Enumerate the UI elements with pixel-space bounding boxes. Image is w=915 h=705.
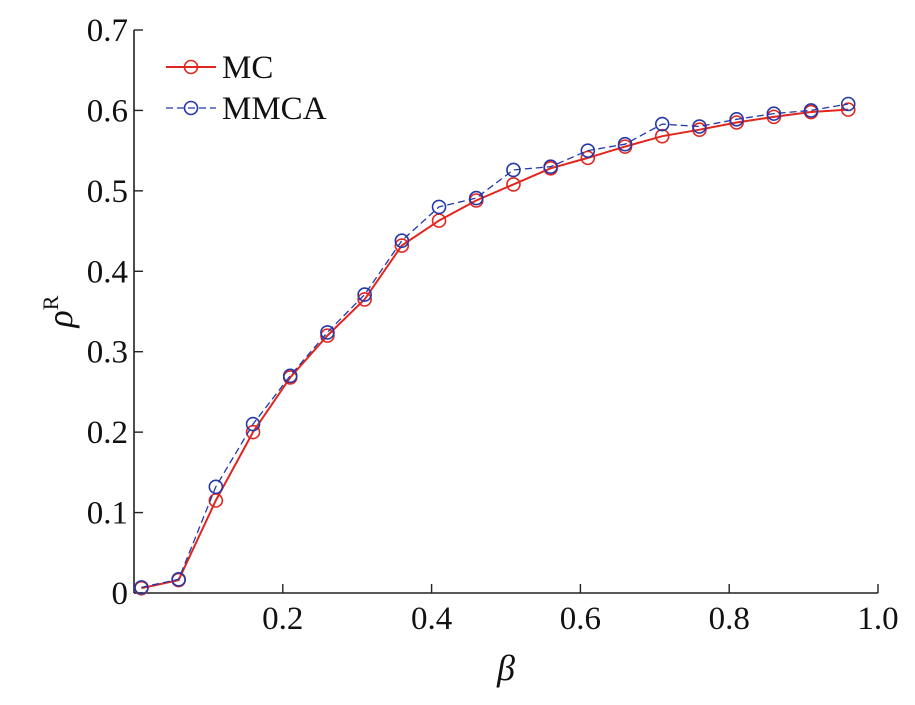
data-point xyxy=(729,111,744,127)
y-tick-label: 0.6 xyxy=(87,93,128,129)
data-point xyxy=(208,479,224,495)
y-axis-label: ρR xyxy=(38,295,80,328)
y-tick-label: 0 xyxy=(112,576,129,612)
data-point xyxy=(840,96,856,112)
data-point xyxy=(617,136,633,152)
data-point xyxy=(245,424,261,440)
series-line xyxy=(141,108,849,590)
data-point xyxy=(134,580,149,595)
legend-marker xyxy=(183,59,199,75)
x-tick-label: 0.4 xyxy=(411,601,452,637)
data-point xyxy=(580,150,596,166)
data-point xyxy=(394,233,410,249)
data-point xyxy=(766,106,782,121)
data-point xyxy=(803,103,819,118)
data-point xyxy=(357,292,372,307)
series-mmca xyxy=(134,96,856,595)
axis-labels: β ρR xyxy=(38,295,515,688)
data-point xyxy=(171,572,186,587)
legend-label: MC xyxy=(222,50,273,86)
data-point xyxy=(282,368,298,384)
data-point xyxy=(394,238,410,253)
data-point xyxy=(468,190,484,206)
data-point xyxy=(543,159,558,175)
y-tick-label: 0.3 xyxy=(87,335,128,371)
data-point xyxy=(320,325,335,340)
data-point xyxy=(692,119,707,134)
legend-label: MMCA xyxy=(222,91,327,127)
y-tick-label: 0.1 xyxy=(87,496,128,532)
x-tick-label: 0.2 xyxy=(262,601,303,637)
series-mc xyxy=(134,102,856,596)
legend: MC MMCA xyxy=(166,50,327,127)
data-point xyxy=(357,287,372,302)
legend-marker xyxy=(183,100,199,116)
y-tick-label: 0.4 xyxy=(87,254,128,290)
data-point xyxy=(245,416,261,432)
data-point xyxy=(431,199,447,215)
x-tick-label: 1.0 xyxy=(857,601,898,637)
x-tick-label: 0.8 xyxy=(709,601,750,637)
axes: 0 0.1 0.2 0.3 0.4 0.5 0.6 0.7 0.2 0.4 0.6 0.8 1.0 xyxy=(87,13,899,637)
x-axis-label: β xyxy=(496,648,515,688)
data-point xyxy=(840,102,856,117)
data-point xyxy=(654,116,670,132)
data-point xyxy=(580,143,596,158)
y-tick-label: 0.5 xyxy=(87,174,128,210)
y-axis-label-main: ρ xyxy=(40,310,80,328)
data-point xyxy=(654,128,670,144)
x-tick-label: 0.6 xyxy=(560,601,601,637)
data-point xyxy=(506,162,521,178)
y-tick-label: 0.7 xyxy=(87,13,128,49)
y-axis-label-superscript: R xyxy=(38,295,63,310)
series-layer xyxy=(134,96,856,596)
data-point xyxy=(506,177,521,192)
series-line xyxy=(141,103,849,589)
y-tick-label: 0.2 xyxy=(87,415,128,451)
